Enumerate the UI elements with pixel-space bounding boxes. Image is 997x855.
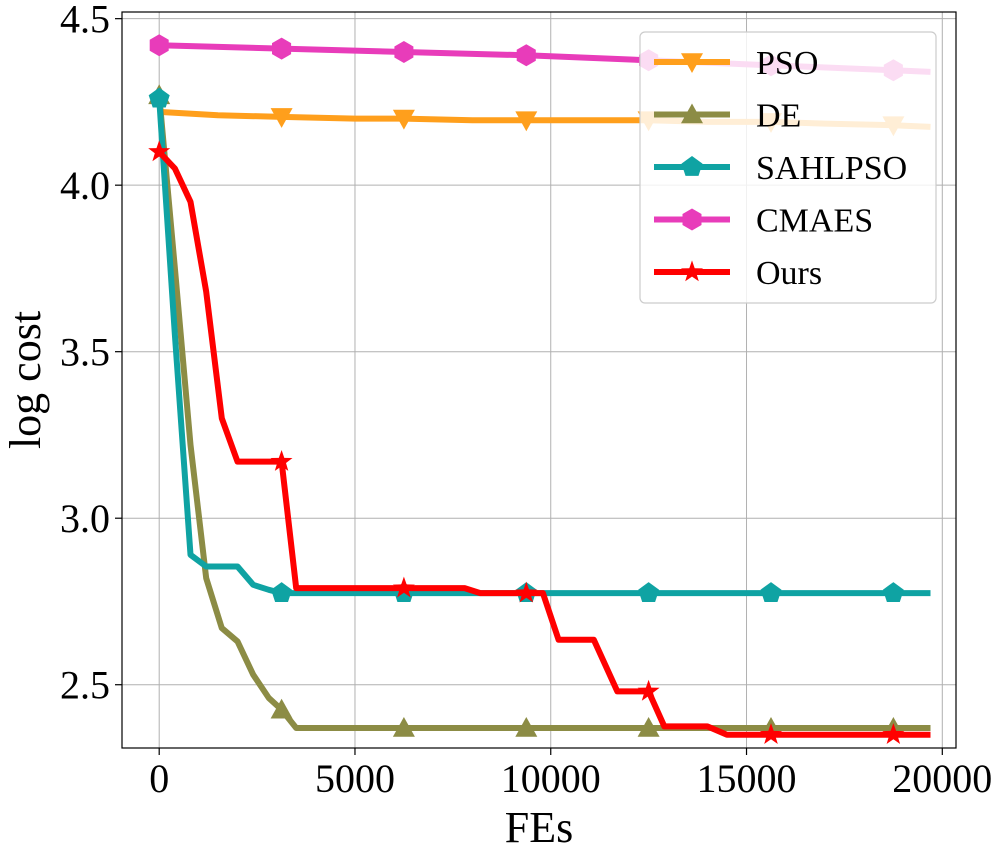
data-point-ours: [882, 723, 905, 744]
legend-label-ours: Ours: [756, 255, 822, 292]
legend-marker-sahlpso: [681, 156, 703, 176]
data-point-de: [637, 717, 660, 737]
series-ours: [148, 140, 931, 744]
data-point-pso: [270, 108, 293, 128]
y-axis-label: log cost: [1, 311, 50, 449]
x-axis-label: FEs: [505, 803, 573, 852]
legend-label-pso: PSO: [756, 45, 818, 82]
y-tick-label: 2.5: [60, 663, 110, 708]
data-point-de: [515, 717, 538, 737]
axis-ticks: 0 5000 10000 15000 20000 2.5 3.0 3.5 4.0 4.5: [60, 0, 992, 801]
data-point-sahlpso: [271, 582, 292, 602]
data-point-ours: [637, 679, 660, 701]
series-line-ours: [157, 149, 931, 738]
x-tick-label: 5000: [315, 756, 395, 801]
legend-marker-cmaes: [682, 208, 702, 231]
series-layer: [148, 34, 931, 744]
data-point-ours: [148, 140, 171, 162]
data-point-pso: [515, 111, 538, 132]
y-tick-label: 4.0: [60, 163, 110, 208]
data-point-ours: [270, 450, 293, 471]
data-point-sahlpso: [882, 582, 904, 602]
data-point-ours: [515, 581, 538, 603]
legend-marker-pso: [681, 53, 703, 73]
x-tick-label: 0: [149, 756, 169, 801]
data-point-sahlpso: [638, 582, 660, 602]
data-point-de: [270, 698, 293, 719]
legend-item-cmaes: CMAES: [654, 203, 873, 240]
data-point-cmaes: [272, 37, 292, 60]
data-point-sahlpso: [760, 582, 782, 602]
data-point-ours: [760, 723, 782, 744]
legend-item-sahlpso: SAHLPSO: [654, 150, 907, 187]
data-point-ours: [392, 576, 415, 598]
legend-marker-ours: [681, 260, 703, 282]
data-point-cmaes: [149, 34, 169, 57]
data-point-cmaes: [516, 44, 536, 67]
legend-item-ours: Ours: [654, 255, 822, 292]
legend-label-sahlpso: SAHLPSO: [756, 150, 907, 187]
x-tick-label: 10000: [501, 756, 601, 801]
data-point-cmaes: [394, 41, 414, 63]
y-tick-label: 3.0: [60, 496, 110, 541]
x-tick-label: 15000: [697, 756, 797, 801]
legend-item-de: DE: [654, 98, 801, 135]
legend-marker-de: [681, 103, 703, 124]
axes-frame: [121, 11, 957, 749]
y-tick-label: 4.5: [60, 0, 110, 42]
legend-label-cmaes: CMAES: [756, 203, 873, 240]
y-tick-label: 3.5: [60, 330, 110, 375]
legend-item-pso: PSO: [654, 45, 818, 82]
legend-box: [639, 31, 937, 304]
data-point-pso: [392, 109, 415, 130]
data-point-de: [392, 717, 415, 737]
legend-label-de: DE: [756, 98, 801, 135]
data-point-sahlpso: [148, 87, 170, 108]
legend: PSO DE SAHLPSO CMAES Ours: [639, 31, 937, 304]
x-tick-label: 20000: [892, 756, 992, 801]
